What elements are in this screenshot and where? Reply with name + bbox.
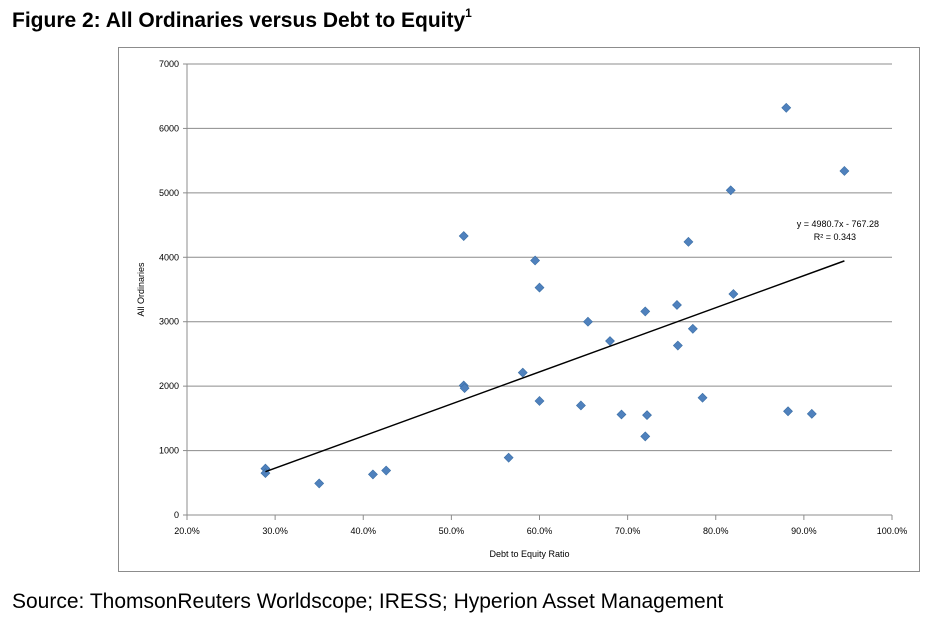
data-point — [640, 306, 651, 317]
y-tick-label: 2000 — [159, 381, 179, 391]
x-tick-label: 20.0% — [174, 526, 200, 536]
y-tick-label: 6000 — [159, 123, 179, 133]
data-point — [683, 236, 694, 247]
data-point — [697, 392, 708, 403]
figure-title: Figure 2: All Ordinaries versus Debt to … — [12, 6, 472, 33]
scatter-chart: 0 1000 2000 3000 4000 5000 6000 7000 20.0% 30.0% 4… — [136, 59, 908, 559]
data-point — [781, 102, 792, 113]
y-tick-label: 5000 — [159, 188, 179, 198]
data-point — [672, 300, 682, 310]
x-tick-label: 100.0% — [877, 526, 908, 536]
x-tick-label: 60.0% — [527, 526, 553, 536]
y-tick-label: 4000 — [159, 252, 179, 262]
data-point — [503, 452, 514, 463]
data-point — [728, 289, 739, 299]
y-tick-label: 7000 — [159, 59, 179, 69]
x-tick-label: 30.0% — [262, 526, 288, 536]
data-point — [616, 409, 627, 420]
data-point — [381, 465, 392, 476]
x-tick-label: 70.0% — [615, 526, 641, 536]
x-tick-label: 80.0% — [703, 526, 729, 536]
trendline — [265, 260, 845, 473]
data-point — [534, 396, 545, 406]
figure-title-text: Figure 2: All Ordinaries versus Debt to … — [12, 9, 466, 32]
x-axis-title: Debt to Equity Ratio — [489, 549, 569, 559]
data-point — [458, 231, 469, 241]
data-point — [517, 367, 528, 378]
chart-frame: 0 1000 2000 3000 4000 5000 6000 7000 20.0% 30.0% 4… — [118, 47, 920, 572]
data-point — [725, 185, 736, 196]
data-point — [640, 431, 651, 442]
data-point — [672, 340, 683, 351]
data-point — [642, 410, 652, 421]
y-axis-title: All Ordinaries — [136, 262, 146, 317]
data-point — [459, 383, 470, 393]
source-note: Source: ThomsonReuters Worldscope; IRESS… — [12, 590, 724, 613]
trendline-r-squared: R² = 0.343 — [814, 232, 856, 242]
data-point — [605, 336, 615, 346]
data-point — [534, 282, 545, 293]
data-point — [314, 478, 325, 489]
y-tick-label: 3000 — [159, 317, 179, 327]
data-point — [806, 408, 817, 419]
data-point — [583, 316, 593, 327]
data-point — [575, 400, 586, 411]
x-tick-label: 40.0% — [350, 526, 376, 536]
trendline-equation: y = 4980.7x - 767.28 — [797, 219, 879, 229]
data-point — [839, 166, 850, 176]
figure-title-footnote: 1 — [465, 6, 472, 20]
data-point — [687, 323, 698, 334]
y-tick-label: 0 — [174, 510, 179, 520]
data-point — [783, 406, 793, 417]
data-point — [368, 469, 378, 480]
y-tick-label: 1000 — [159, 446, 179, 456]
x-tick-label: 50.0% — [439, 526, 465, 536]
data-point — [530, 255, 541, 266]
x-tick-label: 90.0% — [791, 526, 817, 536]
